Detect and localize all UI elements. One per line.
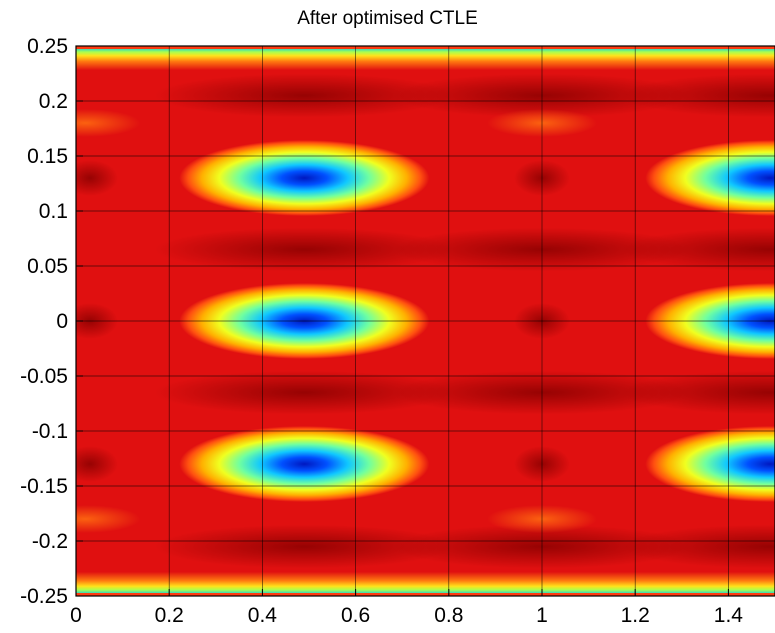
y-tick-label: -0.05: [20, 365, 68, 388]
x-tick-label: 0.2: [155, 604, 184, 627]
x-tick-label: 0: [70, 604, 82, 627]
eye-opening-6: [645, 426, 775, 502]
y-tick-label: 0.15: [27, 145, 68, 168]
side-lobe: [76, 109, 141, 137]
y-tick-label: 0.1: [39, 200, 68, 223]
x-tick-label: 1.2: [621, 604, 650, 627]
edge-band-top: [76, 48, 775, 71]
side-lobe: [76, 505, 141, 533]
y-tick-label: 0.05: [27, 255, 68, 278]
edge-line-top: [76, 46, 775, 49]
x-tick-label: 0.6: [341, 604, 370, 627]
y-tick-label: 0.2: [39, 90, 68, 113]
y-tick-label: -0.25: [20, 585, 68, 608]
eye-opening-4: [645, 140, 775, 216]
y-tick-label: -0.1: [32, 420, 68, 443]
x-tick-label: 0.8: [434, 604, 463, 627]
trace-dark-band: [154, 227, 455, 272]
axes-frame: [75, 45, 775, 597]
edge-line-bottom: [76, 593, 775, 596]
trace-dark-band: [154, 524, 455, 569]
trace-dark-band: [154, 73, 455, 118]
y-tick-label: 0: [56, 310, 68, 333]
eye-opening-1: [179, 140, 430, 216]
x-tick-label: 1.4: [714, 604, 744, 627]
trace-dark-band: [154, 370, 455, 415]
edge-band-bottom: [76, 571, 775, 594]
crossing-spot: [76, 446, 118, 482]
x-tick-label: 0.4: [248, 604, 278, 627]
y-tick-label: -0.2: [32, 530, 68, 553]
y-tick-label: 0.25: [27, 35, 68, 58]
chart-title: After optimised CTLE: [297, 8, 478, 29]
eye-opening-3: [179, 426, 430, 502]
y-tick-label: -0.15: [20, 475, 68, 498]
crossing-spot: [76, 160, 118, 196]
x-tick-label: 1: [536, 604, 548, 627]
